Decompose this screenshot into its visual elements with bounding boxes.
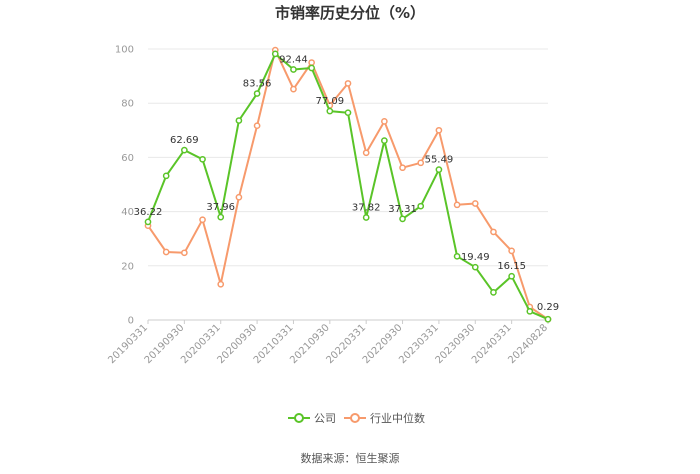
data-label: 83.56: [243, 79, 272, 90]
point-company[interactable]: [399, 215, 406, 223]
y-tick-label: 20: [121, 261, 134, 272]
data-labels: 36.22 62.69 37.96 83.56 92.44 77.09 37.82 37.31…: [134, 54, 559, 313]
point-company[interactable]: [344, 109, 352, 117]
point-company[interactable]: [435, 166, 443, 173]
point-industry[interactable]: [290, 85, 297, 93]
point-industry[interactable]: [399, 164, 406, 172]
series-line-company: [147, 52, 549, 321]
point-company[interactable]: [290, 66, 297, 73]
point-industry[interactable]: [471, 200, 479, 207]
legend-swatch-industry: [344, 413, 366, 423]
point-company[interactable]: [181, 146, 188, 154]
legend-swatch-company: [288, 413, 310, 423]
point-company[interactable]: [490, 289, 497, 296]
point-company[interactable]: [308, 64, 315, 72]
chart-title: 市销率历史分位（%）: [274, 4, 426, 22]
data-label: 16.15: [497, 261, 526, 272]
legend-label-company: 公司: [314, 412, 336, 425]
point-industry[interactable]: [308, 59, 315, 66]
data-label: 37.31: [388, 204, 417, 215]
y-tick-label: 60: [121, 153, 134, 164]
point-company[interactable]: [526, 307, 534, 315]
y-tick-label: 40: [121, 207, 134, 218]
data-label: 92.44: [279, 54, 308, 65]
data-label: 19.49: [461, 252, 490, 263]
point-industry[interactable]: [253, 122, 261, 130]
series-line-industry: [147, 49, 549, 321]
point-company[interactable]: [326, 107, 334, 115]
x-tick-label: 20240828: [506, 322, 550, 366]
point-industry[interactable]: [381, 118, 388, 125]
point-industry[interactable]: [417, 159, 425, 167]
data-label: 36.22: [134, 207, 163, 218]
point-industry[interactable]: [490, 228, 497, 236]
source-note: 数据来源：恒生聚源: [300, 452, 400, 465]
y-tick-label: 100: [115, 45, 134, 56]
point-company[interactable]: [453, 252, 461, 260]
point-industry[interactable]: [435, 126, 443, 134]
point-industry[interactable]: [181, 249, 188, 257]
gridlines: [148, 48, 548, 321]
point-company[interactable]: [471, 263, 479, 271]
point-industry[interactable]: [453, 201, 461, 209]
point-company[interactable]: [508, 272, 515, 280]
point-industry[interactable]: [344, 80, 352, 87]
point-company[interactable]: [417, 202, 425, 210]
point-company[interactable]: [544, 315, 552, 323]
point-company[interactable]: [253, 90, 261, 97]
point-company[interactable]: [217, 213, 225, 221]
legend-label-industry: 行业中位数: [370, 412, 425, 425]
legend-item-company[interactable]: 公司: [288, 409, 336, 427]
point-industry[interactable]: [162, 248, 170, 256]
point-company[interactable]: [271, 50, 279, 58]
series-lines: [144, 46, 552, 323]
point-industry[interactable]: [362, 149, 370, 157]
point-company[interactable]: [235, 117, 243, 124]
point-industry[interactable]: [508, 247, 515, 255]
data-label: 0.29: [537, 302, 559, 313]
point-industry[interactable]: [199, 216, 206, 224]
data-label: 62.69: [170, 135, 199, 146]
x-axis: 2019033120190930202003312020093020210331…: [106, 320, 550, 366]
y-axis: 0 20 40 60 80 100: [115, 45, 134, 327]
point-company[interactable]: [144, 218, 152, 226]
data-label: 37.82: [352, 203, 381, 214]
data-label: 77.09: [315, 96, 344, 107]
point-industry[interactable]: [217, 280, 225, 288]
point-company[interactable]: [362, 214, 370, 221]
point-company[interactable]: [381, 137, 388, 144]
point-industry[interactable]: [235, 193, 243, 201]
point-company[interactable]: [199, 155, 206, 163]
point-company[interactable]: [162, 172, 170, 180]
legend-item-industry[interactable]: 行业中位数: [344, 409, 425, 427]
y-tick-label: 0: [128, 316, 134, 327]
y-tick-label: 80: [121, 99, 134, 110]
data-label: 55.49: [425, 155, 454, 166]
data-label: 37.96: [206, 202, 235, 213]
legend: 公司 行业中位数: [0, 409, 700, 427]
